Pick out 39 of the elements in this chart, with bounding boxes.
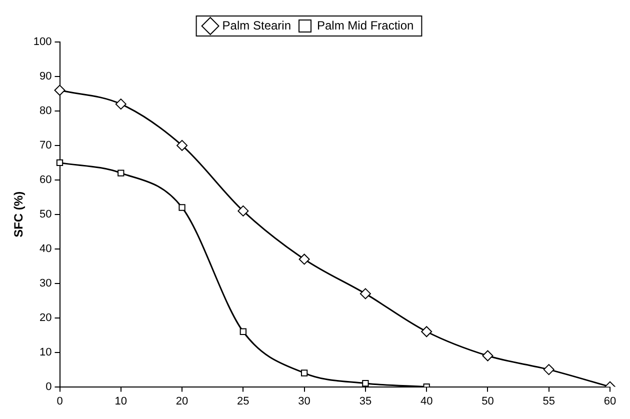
point xyxy=(178,204,186,211)
point xyxy=(300,370,308,376)
x-tick-label: 30 xyxy=(298,395,310,408)
x-tick-label: 0 xyxy=(56,395,63,408)
y-tick-label: 100 xyxy=(33,36,52,48)
x-tick-label: 55 xyxy=(542,395,555,408)
x-tick-label: 60 xyxy=(604,395,616,408)
x-tick-label: 20 xyxy=(176,395,188,408)
point xyxy=(298,254,310,265)
y-tick-label: 20 xyxy=(40,312,52,324)
point xyxy=(176,140,188,151)
x-tick-label: 40 xyxy=(420,395,433,408)
point xyxy=(118,170,124,176)
point xyxy=(240,328,246,335)
y-tick-label: 90 xyxy=(40,70,52,83)
legend-label: Palm Stearin xyxy=(222,18,292,32)
x-tick-label: 35 xyxy=(359,395,372,408)
x-tick-label: 50 xyxy=(482,395,494,408)
y-tick-label: 70 xyxy=(40,139,52,152)
point xyxy=(54,84,66,96)
y-axis-title: SFC (%) xyxy=(12,191,26,238)
y-tick-label: 30 xyxy=(40,277,52,290)
y-tick-label: 50 xyxy=(40,208,52,220)
point xyxy=(360,288,371,300)
x-tick-label: 10 xyxy=(114,395,128,408)
point xyxy=(56,159,64,166)
x-tick-label: 25 xyxy=(237,395,250,408)
point xyxy=(362,380,369,387)
y-tick-label: 0 xyxy=(46,380,52,393)
y-tick-label: 60 xyxy=(40,174,52,186)
point xyxy=(421,326,432,338)
point xyxy=(115,98,126,110)
point xyxy=(238,205,249,216)
y-tick-label: 40 xyxy=(40,242,52,255)
y-tick-label: 10 xyxy=(40,346,52,358)
point xyxy=(543,364,554,376)
point xyxy=(482,350,494,362)
y-tick-label: 80 xyxy=(40,104,52,117)
legend-label: Palm Mid Fraction xyxy=(317,18,414,32)
